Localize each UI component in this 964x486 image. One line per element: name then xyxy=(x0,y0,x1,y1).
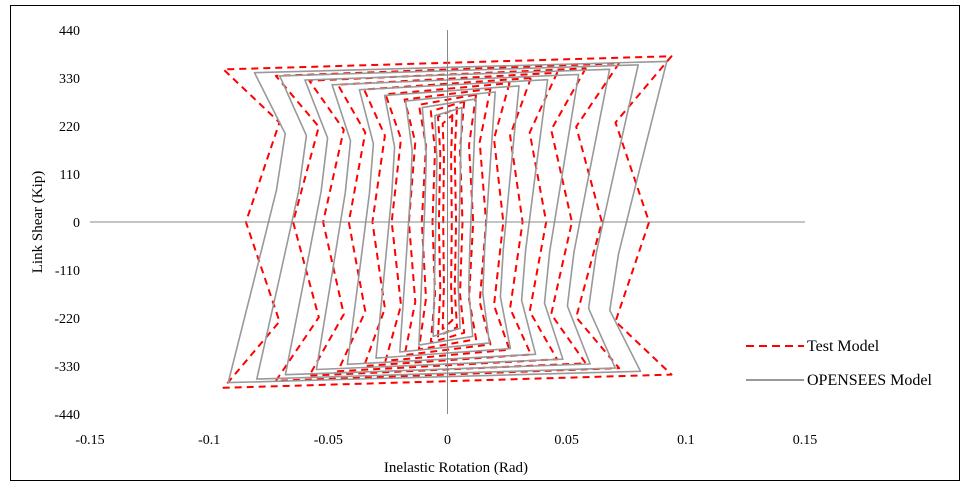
y-tick-label: 440 xyxy=(59,24,80,39)
y-tick-label: 110 xyxy=(60,168,80,183)
test-loop xyxy=(441,114,454,330)
series-test-model xyxy=(222,55,673,389)
opensees-loop xyxy=(399,91,496,353)
opensees-loop xyxy=(432,106,463,338)
y-tick-label: -440 xyxy=(54,408,80,423)
y-tick-label: 0 xyxy=(73,216,80,231)
test-loop xyxy=(336,71,559,373)
opensees-loop xyxy=(346,78,549,366)
test-loop xyxy=(222,55,673,389)
x-tick-label: 0.15 xyxy=(793,433,818,448)
x-tick-label: -0.15 xyxy=(75,433,104,448)
test-loop xyxy=(308,67,587,377)
y-tick-label: -330 xyxy=(54,360,80,375)
series-layer xyxy=(222,55,673,389)
legend: Test Model OPENSEES Model xyxy=(746,338,932,389)
opensees-loop xyxy=(284,68,611,376)
axes-layer xyxy=(90,30,805,414)
ticks-layer: -0.15 -0.1 -0.05 0 0.05 0.1 0.15 440 330 220 110 0 -… xyxy=(54,24,817,448)
y-tick-label: 330 xyxy=(59,72,80,87)
opensees-loop xyxy=(315,73,580,371)
x-axis-title: Inelastic Rotation (Rad) xyxy=(384,460,528,476)
y-tick-label: 220 xyxy=(59,120,80,135)
x-tick-label: 0.05 xyxy=(554,433,579,448)
y-axis-title: Link Shear (Kip) xyxy=(30,171,46,273)
legend-label-test-model: Test Model xyxy=(807,338,880,355)
test-loop xyxy=(384,82,511,362)
x-tick-label: 0.1 xyxy=(677,433,695,448)
x-tick-label: 0 xyxy=(444,433,451,448)
x-tick-label: -0.1 xyxy=(198,433,220,448)
y-tick-label: -110 xyxy=(55,264,80,279)
opensees-loop xyxy=(418,98,477,346)
series-opensees-model xyxy=(227,60,668,384)
opensees-loop xyxy=(227,60,668,384)
y-tick-label: -220 xyxy=(54,312,80,327)
legend-label-opensees-model: OPENSEES Model xyxy=(807,372,932,389)
opensees-loop xyxy=(256,64,639,380)
x-tick-label: -0.05 xyxy=(314,433,343,448)
test-loop xyxy=(437,106,458,338)
opensees-loop xyxy=(375,85,520,359)
